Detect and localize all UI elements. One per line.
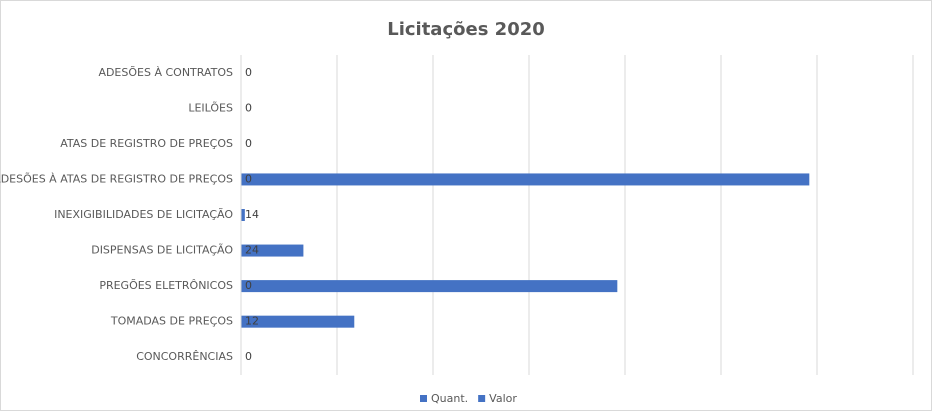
y-tick-label: ATAS DE REGISTRO DE PREÇOS [60,137,233,150]
bar [241,315,355,328]
y-tick-label: TOMADAS DE PREÇOS [110,315,233,328]
y-tick-label: DISPENSAS DE LICITAÇÃO [91,244,233,257]
y-tick-label: CONCORRÊNCIAS [136,350,233,363]
data-label: 0 [245,279,252,292]
legend-swatch [420,395,427,402]
bar [241,280,618,293]
y-tick-label: LEILÕES [188,101,233,114]
y-tick-label: PREGÕES ELETRÔNICOS [99,279,233,292]
data-label: 0 [245,101,252,114]
data-label: 0 [245,137,252,150]
legend-label: Valor [489,392,517,405]
data-label: 0 [245,350,252,363]
data-label: 14 [245,208,259,221]
bar [241,244,304,257]
bar [241,209,245,221]
data-label: 0 [245,66,252,79]
data-label: 24 [245,244,259,257]
y-tick-label: ADESÕES À CONTRATOS [98,66,233,79]
y-tick-label: ADESÕES À ATAS DE REGISTRO DE PREÇOS [0,172,233,185]
legend-label: Quant. [431,392,468,405]
legend-swatch [478,395,486,402]
chart-title: Licitações 2020 [387,19,545,40]
data-label: 12 [245,315,259,328]
bar [241,173,810,186]
y-tick-label: INEXIGIBILIDADES DE LICITAÇÃO [54,208,233,221]
data-label: 0 [245,172,252,185]
